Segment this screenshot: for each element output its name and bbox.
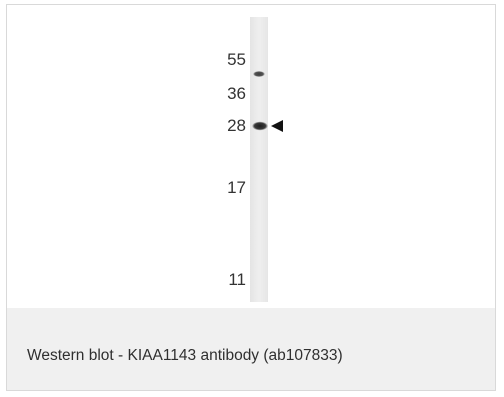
mw-marker-28: 28: [227, 116, 246, 135]
blot-lane: [250, 17, 268, 302]
mw-marker-36: 36: [227, 84, 246, 103]
western-blot-image: 55 36 28 17 11: [7, 5, 495, 308]
mw-marker-17: 17: [227, 178, 246, 197]
blot-graphic: [250, 17, 283, 302]
mw-marker-55: 55: [227, 50, 246, 69]
figure-caption: Western blot - KIAA1143 antibody (ab1078…: [27, 347, 343, 364]
figure-card: 55 36 28 17 11 Wes: [6, 4, 496, 391]
band-28kda: [252, 121, 268, 131]
band-36kda: [253, 71, 265, 77]
caption-bar: Western blot - KIAA1143 antibody (ab1078…: [7, 308, 495, 390]
arrowhead-icon: [271, 120, 283, 132]
mw-marker-11: 11: [228, 270, 246, 289]
